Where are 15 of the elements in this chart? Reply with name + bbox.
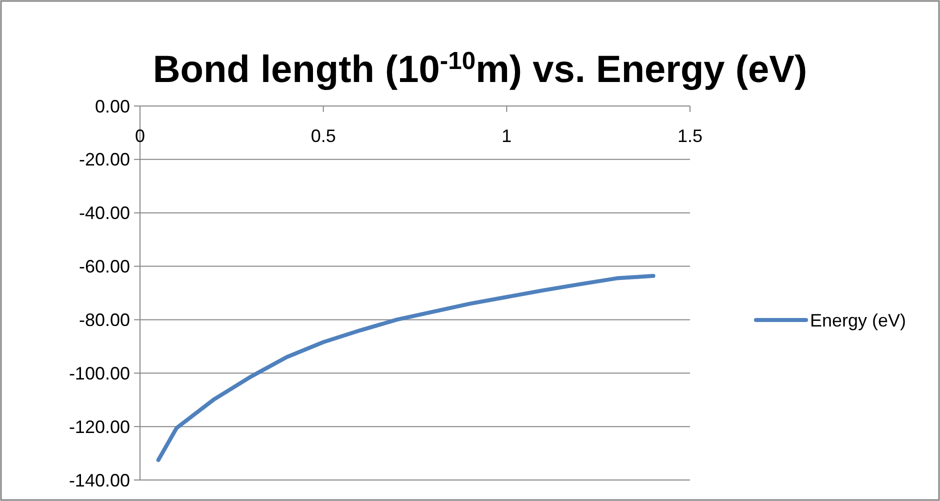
- y-tick-label: -120.00: [68, 416, 130, 437]
- x-tick-label: 0: [134, 126, 146, 146]
- y-tick-label: -60.00: [78, 256, 130, 277]
- y-tick-label: -100.00: [68, 363, 130, 384]
- x-tick-label: 1: [502, 126, 512, 146]
- y-tick-label: -140.00: [68, 470, 130, 490]
- x-tick-label: 1.5: [677, 126, 703, 146]
- x-tick-label: 0.5: [310, 126, 336, 146]
- legend-label: Energy (eV): [810, 310, 906, 330]
- y-tick-label: -20.00: [78, 150, 130, 170]
- chart-title: Bond length (10$^{-10}$m) vs. Energy (eV): [152, 48, 808, 91]
- y-tick-label: -80.00: [78, 310, 130, 330]
- line-series: [156, 274, 656, 462]
- y-tick-label: -40.00: [78, 203, 130, 224]
- y-tick-label: 0.00: [94, 96, 130, 116]
